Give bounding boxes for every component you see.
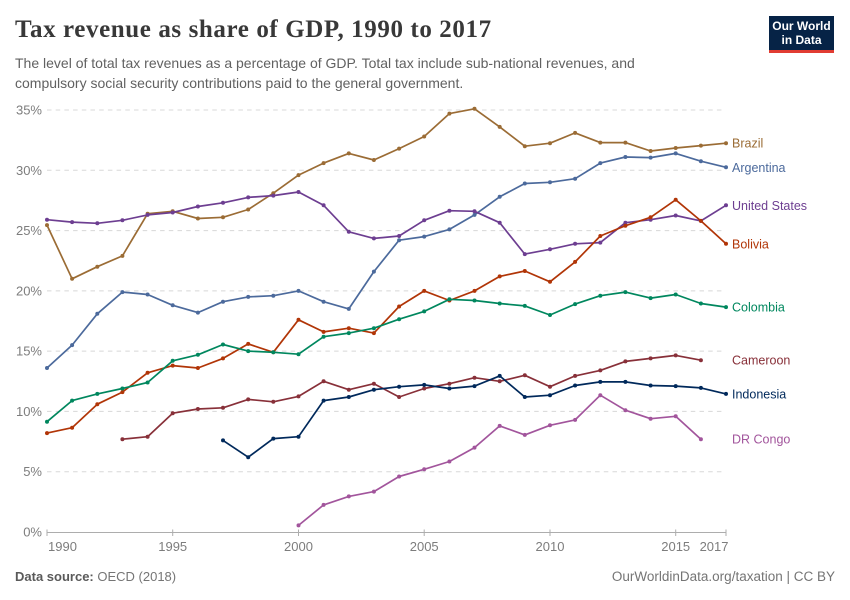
- svg-text:2010: 2010: [536, 539, 565, 554]
- svg-text:2000: 2000: [284, 539, 313, 554]
- svg-text:United States: United States: [732, 199, 807, 213]
- svg-text:Bolivia: Bolivia: [732, 237, 769, 251]
- svg-text:DR Congo: DR Congo: [732, 433, 790, 447]
- svg-text:5%: 5%: [23, 464, 42, 479]
- svg-text:Argentina: Argentina: [732, 161, 786, 175]
- svg-text:Brazil: Brazil: [732, 137, 763, 151]
- svg-text:Indonesia: Indonesia: [732, 387, 786, 401]
- svg-text:15%: 15%: [16, 344, 42, 359]
- svg-text:1990: 1990: [48, 539, 77, 554]
- svg-text:2015: 2015: [661, 539, 690, 554]
- svg-text:2017: 2017: [700, 539, 729, 554]
- svg-text:Cameroon: Cameroon: [732, 354, 790, 368]
- svg-text:0%: 0%: [23, 525, 42, 540]
- svg-text:30%: 30%: [16, 163, 42, 178]
- svg-text:25%: 25%: [16, 223, 42, 238]
- svg-text:10%: 10%: [16, 404, 42, 419]
- svg-text:Colombia: Colombia: [732, 301, 785, 315]
- svg-text:20%: 20%: [16, 283, 42, 298]
- svg-text:35%: 35%: [16, 103, 42, 118]
- svg-text:2005: 2005: [410, 539, 439, 554]
- svg-text:1995: 1995: [158, 539, 187, 554]
